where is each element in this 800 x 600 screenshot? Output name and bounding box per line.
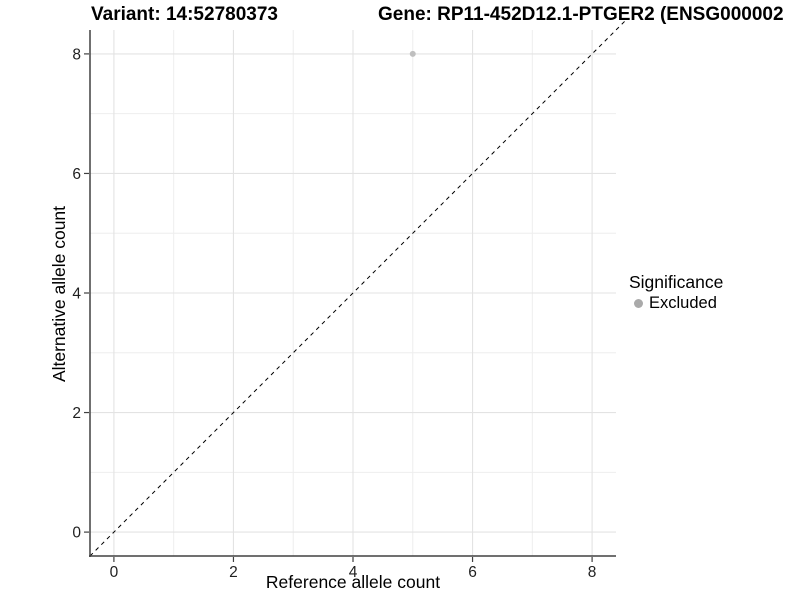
y-tick-label: 8 xyxy=(72,46,81,63)
excluded-point-icon xyxy=(634,299,643,308)
y-axis-title: Alternative allele count xyxy=(49,205,69,383)
legend: Significance Excluded xyxy=(629,272,723,313)
x-tick-label: 0 xyxy=(110,564,119,581)
y-tick-label: 4 xyxy=(72,285,81,302)
x-axis-title: Reference allele count xyxy=(265,572,441,592)
plot-title-variant: Variant: 14:52780373 xyxy=(91,4,278,25)
y-tick-label: 0 xyxy=(72,525,81,542)
y-tick-label: 2 xyxy=(72,405,81,422)
x-tick-label: 4 xyxy=(349,564,358,581)
legend-item-label: Excluded xyxy=(649,294,717,312)
identity-line xyxy=(89,20,626,557)
x-tick-label: 2 xyxy=(229,564,238,581)
legend-item-excluded: Excluded xyxy=(629,294,723,313)
x-tick-label: 6 xyxy=(468,564,477,581)
data-point-excluded xyxy=(409,50,416,57)
plot-title-gene: Gene: RP11-452D12.1-PTGER2 (ENSG000002 xyxy=(378,4,784,25)
y-tick-label: 6 xyxy=(72,166,81,183)
x-tick-label: 8 xyxy=(588,564,597,581)
legend-title: Significance xyxy=(629,272,724,292)
